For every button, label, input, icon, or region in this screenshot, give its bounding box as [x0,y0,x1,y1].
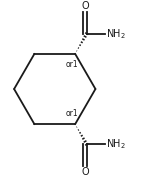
Text: NH$_2$: NH$_2$ [106,137,126,151]
Text: NH$_2$: NH$_2$ [106,27,126,41]
Text: or1: or1 [66,60,79,69]
Text: O: O [81,167,89,177]
Text: or1: or1 [66,109,79,118]
Text: O: O [81,1,89,11]
